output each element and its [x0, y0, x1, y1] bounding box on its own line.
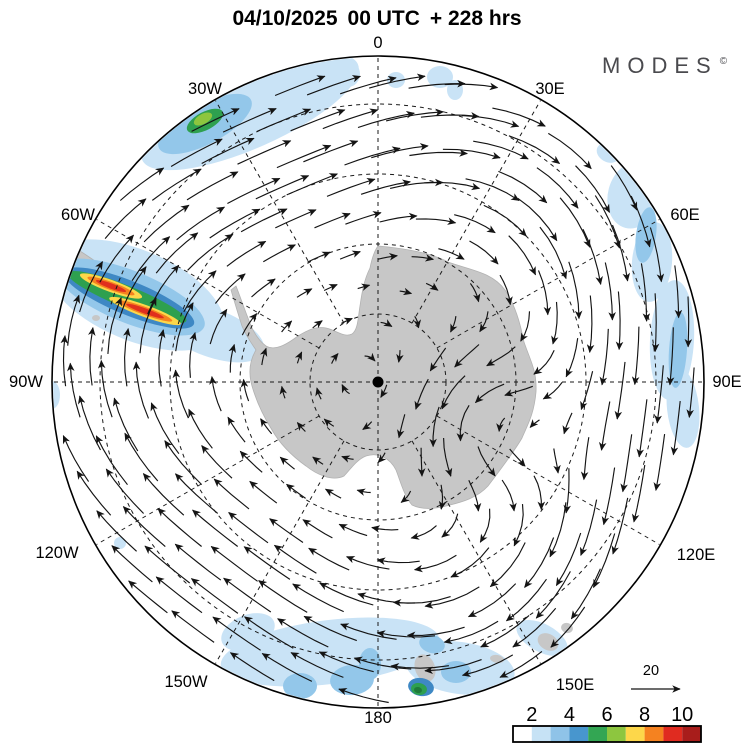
map-rim-circle [51, 55, 705, 709]
lon-label-90w: 90W [9, 373, 43, 391]
lon-label-0: 0 [373, 34, 382, 52]
lon-label-30e: 30E [535, 80, 564, 98]
lon-label-60w: 60W [61, 206, 95, 224]
colorbar-tick-8: 8 [639, 704, 650, 726]
lon-label-60e: 60E [670, 206, 699, 224]
colorbar [513, 726, 701, 742]
colorbar-frame [512, 725, 702, 743]
colorbar-tick-labels: 2 4 6 8 10 [526, 704, 693, 726]
page-title: 04/10/2025 00 UTC + 228 hrs [232, 7, 521, 30]
lon-label-150w: 150W [164, 673, 208, 691]
colorbar-tick-2: 2 [526, 704, 537, 726]
longitude-labels: 0 30E 60E 90E 120E 150E 180 150W 120W 90… [9, 34, 742, 727]
colorbar-tick-6: 6 [601, 704, 612, 726]
lon-label-180: 180 [364, 709, 392, 727]
reference-vector: 20 [631, 663, 681, 693]
lon-label-150e: 150E [556, 676, 595, 694]
colorbar-tick-4: 4 [564, 704, 575, 726]
reference-vector-value: 20 [643, 663, 659, 679]
lon-label-30w: 30W [188, 80, 222, 98]
lon-label-120e: 120E [677, 546, 716, 564]
shading-layer-overlay [53, 93, 688, 699]
wind-vectors [60, 73, 695, 704]
south-pole-dot [372, 376, 384, 388]
lon-label-120w: 120W [35, 544, 79, 562]
map-content-layer [53, 57, 703, 707]
lon-label-90e: 90E [712, 373, 741, 391]
modes-logo: MODES © [602, 53, 728, 78]
colorbar-tick-10: 10 [671, 704, 693, 726]
